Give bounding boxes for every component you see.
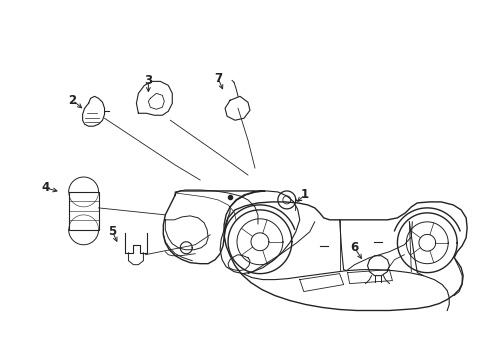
Text: 1: 1 (300, 188, 308, 202)
Bar (68, 192, 99, 230)
Text: 5: 5 (108, 225, 117, 238)
Text: 7: 7 (214, 72, 222, 85)
Text: 2: 2 (68, 94, 77, 107)
Text: 3: 3 (144, 74, 152, 87)
Text: 6: 6 (350, 241, 358, 254)
Text: 4: 4 (41, 181, 50, 194)
